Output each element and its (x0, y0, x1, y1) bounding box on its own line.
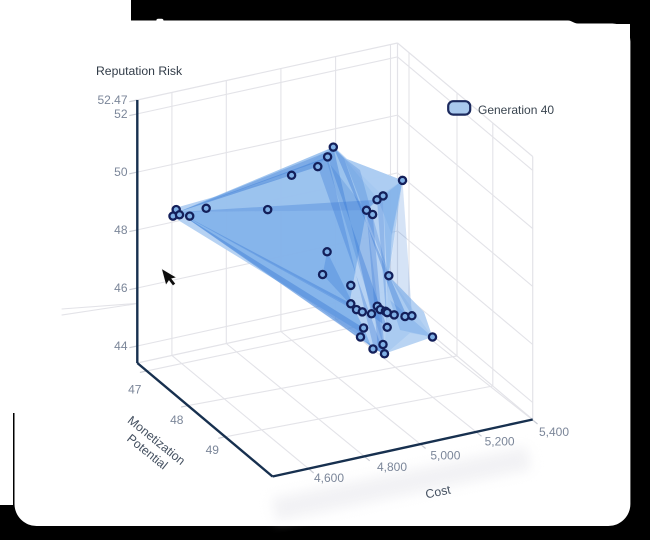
svg-text:52.47: 52.47 (97, 93, 127, 107)
svg-text:4,800: 4,800 (377, 460, 407, 474)
svg-text:5,400: 5,400 (539, 425, 569, 439)
svg-text:46: 46 (114, 281, 128, 295)
svg-text:44: 44 (114, 339, 128, 353)
svg-text:Cost: Cost (424, 483, 452, 502)
svg-text:50: 50 (114, 165, 128, 179)
svg-text:5,000: 5,000 (430, 449, 460, 463)
svg-text:5,200: 5,200 (485, 435, 515, 449)
svg-text:52: 52 (114, 107, 128, 121)
svg-text:47: 47 (128, 383, 142, 397)
svg-text:48: 48 (114, 223, 128, 237)
svg-text:Generation 40: Generation 40 (478, 103, 554, 117)
svg-text:Reputation Risk: Reputation Risk (96, 64, 183, 78)
svg-text:48: 48 (170, 413, 184, 427)
svg-text:4,600: 4,600 (314, 471, 344, 485)
svg-text:49: 49 (206, 443, 220, 457)
